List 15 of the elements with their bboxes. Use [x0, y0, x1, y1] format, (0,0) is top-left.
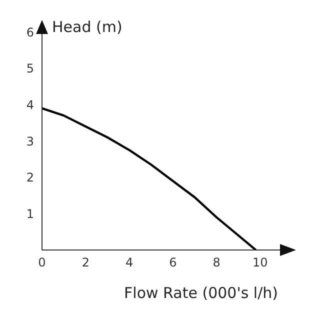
x-tick-label: 0 [38, 256, 46, 270]
y-tick-label: 1 [26, 206, 34, 221]
x-tick-label: 6 [169, 256, 177, 270]
x-axis-title: Flow Rate (000's l/h) [124, 284, 278, 302]
y-tick-label: 5 [26, 62, 34, 76]
y-tick-label: 4 [26, 98, 34, 112]
line-series [42, 107, 257, 250]
x-tick-label: 10 [252, 256, 268, 270]
y-tick-label: 2 [26, 170, 34, 185]
y-axis-title: Head (m) [52, 18, 122, 36]
x-tick-label: 4 [125, 256, 134, 270]
x-tick-label: 8 [212, 256, 220, 270]
y-tick-label: 3 [26, 134, 34, 148]
y-tick-label: 6 [26, 25, 34, 40]
x-tick-label: 2 [82, 256, 90, 270]
